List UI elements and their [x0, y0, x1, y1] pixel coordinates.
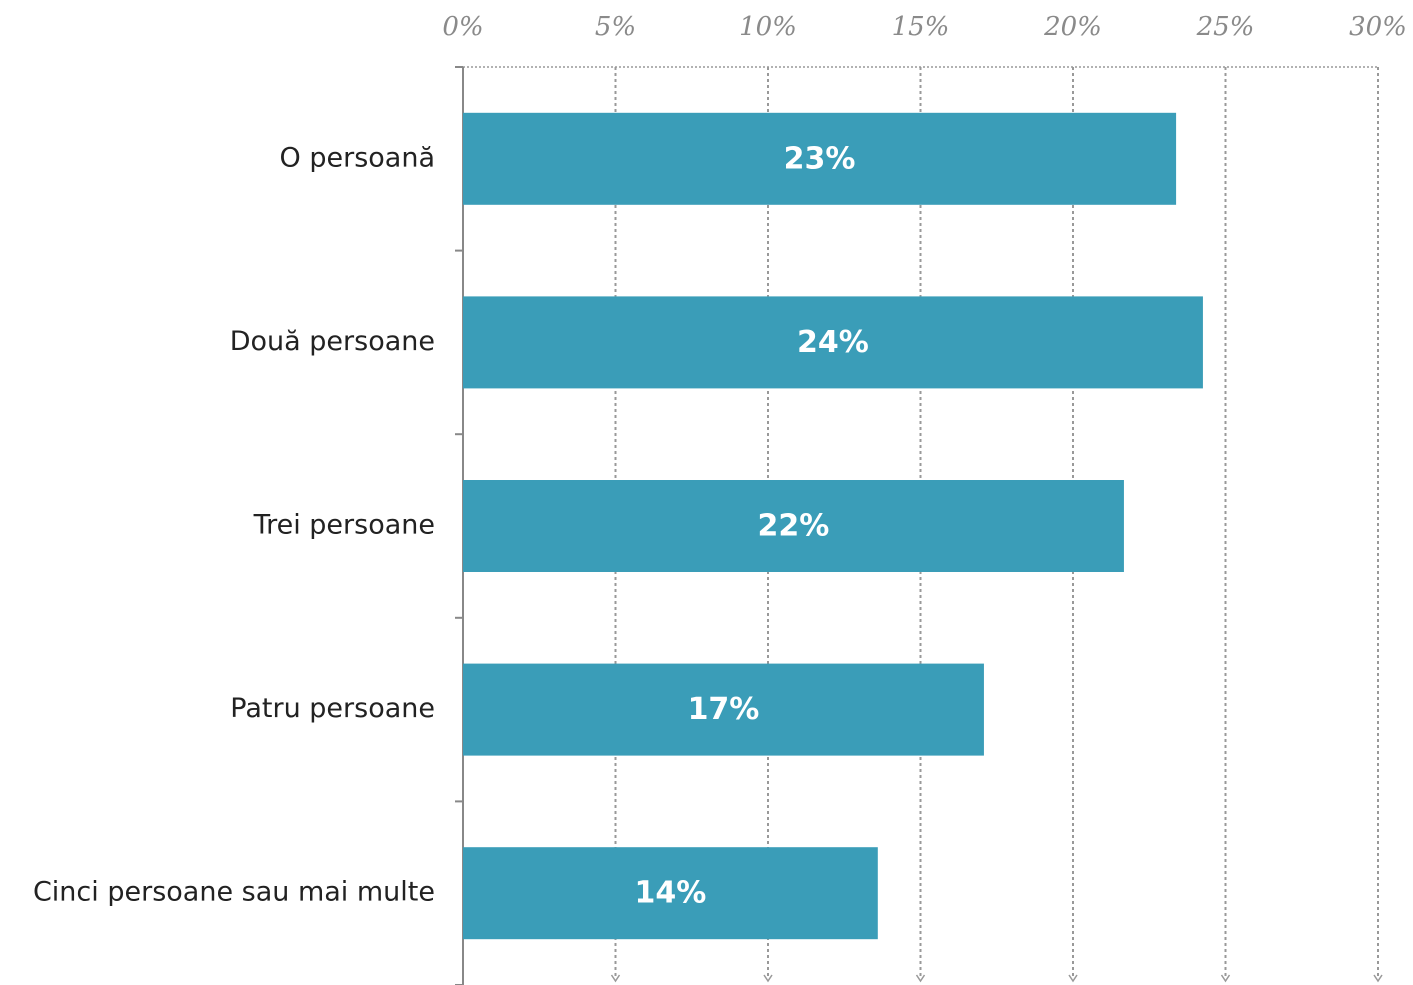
grid-arrow: [763, 974, 773, 983]
bar: [463, 296, 1203, 389]
category-label: O persoană: [280, 142, 435, 173]
bar: [463, 847, 878, 940]
grid-arrow: [1220, 974, 1231, 983]
data-label: 24%: [797, 325, 869, 360]
x-tick-label: 0%: [442, 12, 483, 42]
data-label: 17%: [688, 692, 760, 727]
data-label: 23%: [784, 141, 856, 176]
grid-arrow: [610, 974, 621, 983]
x-tick-label: 30%: [1349, 12, 1407, 42]
x-tick-label: 10%: [739, 12, 797, 42]
grid-arrow: [915, 974, 926, 983]
data-label: 22%: [758, 509, 830, 544]
category-label: Trei persoane: [253, 510, 435, 541]
x-tick-label: 20%: [1043, 12, 1102, 42]
bar: [463, 480, 1124, 572]
category-label: Patru persoane: [230, 693, 435, 724]
bar: [463, 663, 984, 756]
category-label: Două persoane: [230, 326, 435, 357]
category-label: Cinci persoane sau mai multe: [33, 877, 435, 908]
x-tick-label: 5%: [595, 12, 636, 42]
bar: [463, 112, 1177, 205]
grid-arrow: [1373, 974, 1383, 983]
x-tick-label: 15%: [892, 12, 950, 42]
x-tick-label: 25%: [1196, 12, 1255, 42]
data-label: 14%: [634, 876, 706, 911]
grid-arrow: [1068, 974, 1078, 983]
